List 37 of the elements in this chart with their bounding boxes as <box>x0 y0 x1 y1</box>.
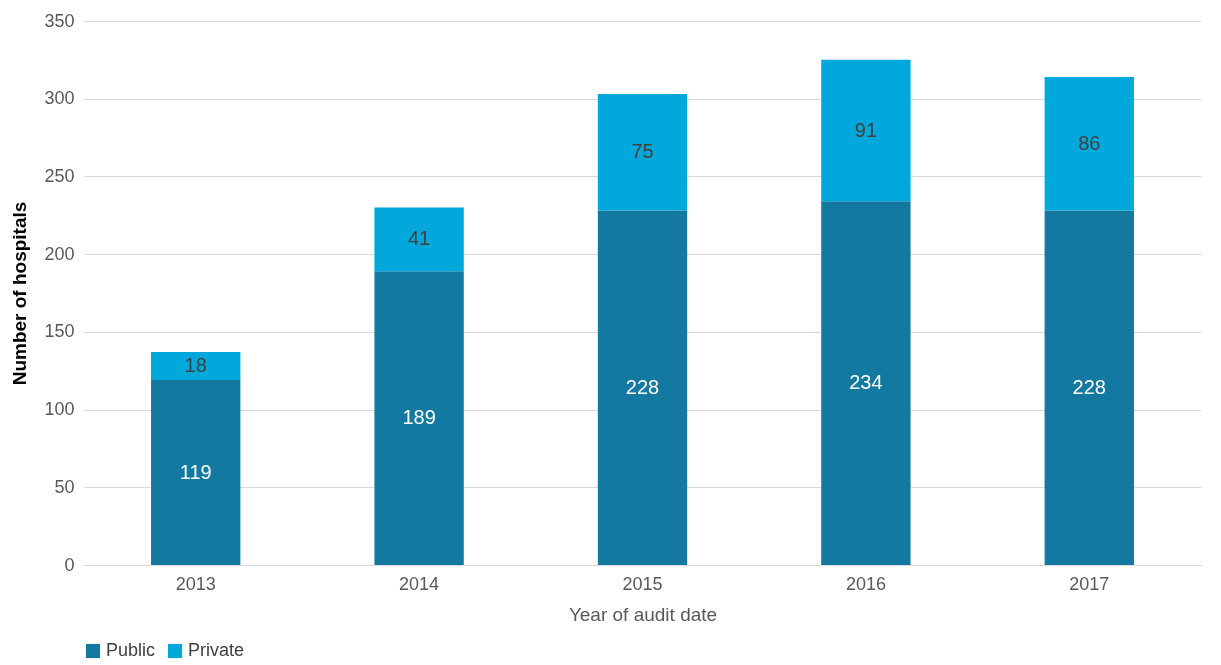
data-label: 234 <box>849 371 883 394</box>
data-label: 228 <box>1072 375 1106 398</box>
data-label: 189 <box>402 406 436 429</box>
y-tick-label: 200 <box>44 243 75 264</box>
bar <box>151 380 241 565</box>
y-tick-label: 0 <box>64 554 75 575</box>
x-tick-label: 2015 <box>622 573 663 594</box>
bar <box>374 207 464 272</box>
data-label: 228 <box>625 375 660 398</box>
y-tick-label: 100 <box>44 399 75 420</box>
bar <box>1044 210 1134 565</box>
y-tick-label: 50 <box>54 476 75 497</box>
x-tick-label: 2017 <box>1069 573 1110 594</box>
bar <box>821 59 911 202</box>
x-tick-label: 2016 <box>845 573 886 594</box>
bar <box>374 271 464 565</box>
y-axis-title: Number of hospitals <box>9 201 31 386</box>
data-label: 41 <box>407 227 431 250</box>
y-tick-label: 250 <box>44 165 75 186</box>
bar <box>597 94 688 211</box>
x-tick-label: 2013 <box>175 573 216 594</box>
data-label: 91 <box>854 118 878 141</box>
legend-label: Public <box>106 640 156 660</box>
y-tick-label: 350 <box>44 10 75 31</box>
bar <box>597 210 688 565</box>
data-label: 119 <box>179 460 212 483</box>
data-label: 18 <box>184 354 207 377</box>
bar <box>151 352 241 381</box>
bar <box>821 201 911 565</box>
x-tick-label: 2014 <box>399 573 440 594</box>
bar <box>1044 76 1134 211</box>
y-tick-label: 150 <box>44 321 75 342</box>
x-axis-title: Year of audit date <box>568 603 718 625</box>
y-tick-label: 300 <box>44 88 75 109</box>
data-label: 75 <box>631 140 654 163</box>
legend-label: Private <box>188 640 245 660</box>
data-label: 86 <box>1078 131 1101 154</box>
